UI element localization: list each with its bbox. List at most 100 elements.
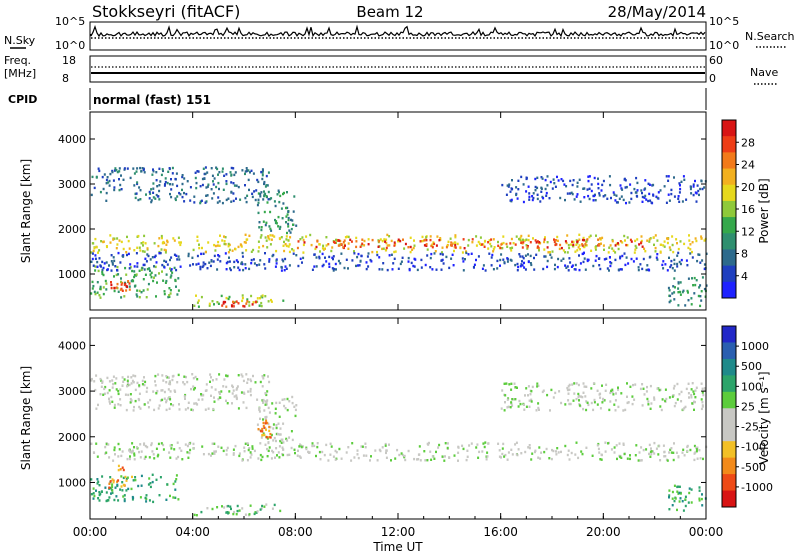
data-cell [232,199,235,203]
data-cell [159,251,162,255]
data-cell [612,249,615,252]
data-cell [143,376,145,379]
data-cell [204,408,207,411]
data-cell [223,506,226,509]
data-cell [558,247,561,251]
data-cell [581,238,584,242]
data-cell [224,243,227,246]
data-cell [117,290,120,293]
data-cell [121,384,124,387]
data-cell [299,238,302,241]
data-cell [123,295,126,298]
data-cell [270,238,273,241]
data-cell [140,242,143,245]
data-cell [667,179,670,182]
data-cell [266,399,269,402]
data-cell [218,392,221,395]
data-cell [626,382,628,385]
data-cell [117,273,120,276]
data-cell [162,169,164,173]
data-cell [123,283,126,287]
data-cell [599,407,602,410]
data-cell [671,395,674,398]
data-cell [190,408,193,411]
data-cell [221,505,223,508]
data-cell [629,454,631,457]
data-cell [641,195,644,199]
data-cell [285,221,287,224]
data-cell [175,268,178,272]
data-cell [184,443,187,446]
data-cell [263,190,265,193]
data-cell [229,505,232,508]
data-cell [607,442,609,445]
data-cell [507,185,510,188]
data-cell [499,264,501,267]
data-cell [101,268,104,272]
data-cell [594,248,597,251]
data-cell [123,167,126,170]
data-cell [629,457,631,461]
data-cell [652,236,655,239]
data-cell [552,178,555,181]
data-cell [246,300,249,303]
data-cell [499,258,502,262]
data-cell [644,179,647,182]
data-cell [325,244,328,247]
data-cell [176,381,179,384]
data-cell [226,402,229,405]
data-cell [195,514,198,517]
data-cell [286,439,289,442]
data-cell [183,395,186,398]
data-cell [683,178,686,181]
data-cell [529,241,532,244]
data-cell [144,273,147,276]
data-cell [604,450,607,453]
data-cell [632,260,635,263]
data-cell [342,241,345,244]
data-cell [699,457,702,460]
data-cell [116,480,119,483]
data-cell [102,240,105,243]
data-cell [629,238,632,242]
data-cell [577,383,580,387]
data-cell [269,432,272,436]
data-cell [205,383,208,386]
data-cell [170,178,172,181]
data-cell [256,178,259,182]
data-cell [479,243,482,246]
data-cell [187,254,190,258]
data-cell [129,176,132,180]
data-cell [381,239,384,243]
data-cell [213,177,216,180]
data-cell [347,247,350,250]
data-cell [141,250,144,253]
data-cell [267,190,270,194]
data-cell [169,258,171,262]
data-cell [114,486,117,489]
data-cell [287,239,290,242]
colorbar-tick-label: 28 [741,136,755,149]
data-cell [244,184,246,187]
data-cell [537,246,540,250]
data-cell [233,260,236,264]
data-cell [650,201,653,204]
data-cell [661,398,664,401]
data-cell [213,243,216,247]
data-cell [136,181,139,184]
data-cell [226,374,229,378]
data-cell [673,442,675,445]
data-cell [489,242,492,246]
data-cell [231,385,234,389]
data-cell [225,268,228,271]
data-cell [161,242,164,245]
data-cell [347,235,350,239]
data-cell [188,442,191,445]
data-cell [154,374,157,378]
data-cell [90,379,93,382]
data-cell [486,451,489,454]
data-cell [246,442,249,445]
data-cell [191,373,194,376]
data-cell [328,262,331,266]
data-cell [376,250,378,254]
